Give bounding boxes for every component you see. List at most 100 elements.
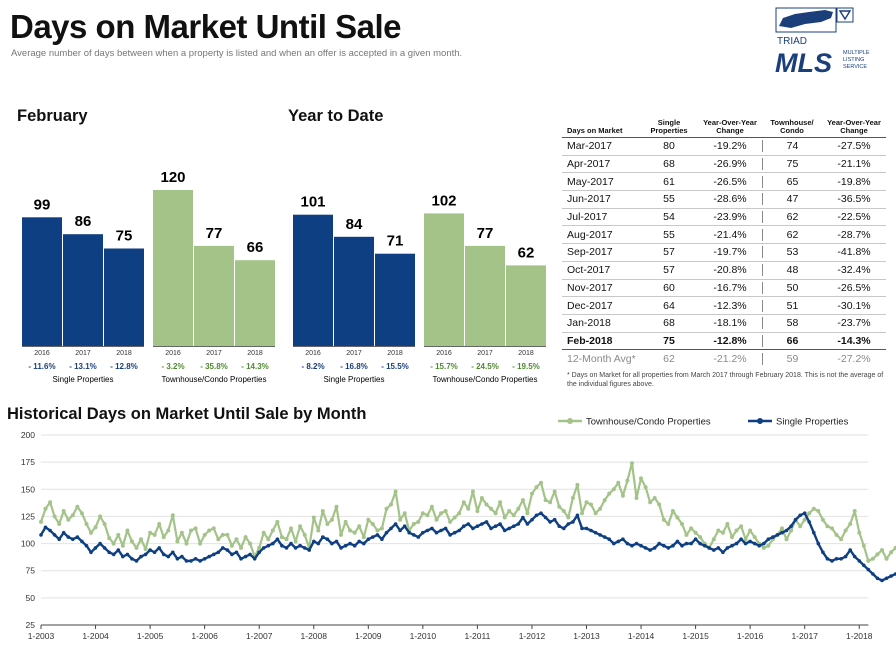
x-tick-label: 1-2013 bbox=[573, 631, 600, 641]
data-point bbox=[407, 530, 412, 535]
data-point bbox=[561, 509, 566, 513]
cell-single-yoy: -19.7% bbox=[713, 246, 747, 259]
data-point bbox=[448, 533, 452, 537]
data-point bbox=[648, 500, 653, 505]
cell-townhouse-yoy: -19.8% bbox=[837, 175, 871, 188]
data-point bbox=[234, 550, 239, 555]
data-point bbox=[261, 546, 266, 550]
data-point bbox=[457, 511, 462, 516]
x-tick-label: 1-2012 bbox=[519, 631, 546, 641]
data-point bbox=[625, 541, 630, 546]
table-row: Aug-2017 55 -21.4% 62 -28.7% bbox=[562, 226, 886, 245]
data-point bbox=[484, 502, 489, 507]
data-point bbox=[48, 500, 53, 505]
data-point bbox=[843, 528, 848, 533]
cell-single-yoy: -26.5% bbox=[713, 175, 747, 188]
data-point bbox=[661, 517, 666, 522]
data-point bbox=[780, 530, 784, 535]
cell-townhouse-yoy: -32.4% bbox=[837, 264, 871, 277]
data-point bbox=[743, 541, 748, 546]
data-point bbox=[812, 530, 816, 535]
data-point bbox=[384, 530, 389, 535]
data-point bbox=[393, 489, 398, 494]
cell-month: Jan-2018 bbox=[567, 317, 611, 330]
data-point bbox=[402, 524, 407, 528]
data-point bbox=[280, 543, 284, 548]
data-point bbox=[393, 522, 398, 526]
data-point bbox=[284, 537, 289, 542]
bar-value-label: 99 bbox=[34, 196, 51, 213]
data-point bbox=[302, 546, 307, 550]
data-point bbox=[520, 498, 525, 503]
data-point bbox=[120, 543, 125, 548]
data-point bbox=[793, 517, 798, 522]
bar-2018 bbox=[375, 253, 415, 346]
x-tick-label: 1-2018 bbox=[846, 631, 873, 641]
cell-townhouse-yoy: -26.5% bbox=[837, 281, 871, 294]
february-heading: February bbox=[17, 107, 88, 125]
data-point bbox=[725, 522, 730, 526]
data-point bbox=[279, 535, 284, 540]
table-row: Oct-2017 57 -20.8% 48 -32.4% bbox=[562, 262, 886, 280]
data-point bbox=[434, 517, 439, 522]
data-point bbox=[616, 480, 621, 485]
bar-value-label: 66 bbox=[247, 239, 264, 256]
data-point bbox=[539, 511, 543, 515]
data-point bbox=[734, 541, 739, 546]
data-point bbox=[125, 552, 130, 557]
bar-2018 bbox=[506, 265, 546, 346]
data-point bbox=[775, 533, 780, 537]
data-point bbox=[834, 557, 839, 561]
data-point bbox=[784, 537, 789, 542]
data-point bbox=[543, 498, 548, 503]
cell-month: Jun-2017 bbox=[567, 193, 611, 206]
data-point bbox=[343, 519, 348, 524]
data-point bbox=[398, 517, 403, 522]
data-point bbox=[439, 528, 443, 533]
group-label: Townhouse/Condo Properties bbox=[433, 375, 538, 384]
data-point bbox=[384, 506, 389, 511]
historical-line-chart: 25 50 75 100 125 150 175 200 1-2003 1-2004 1-2005 1… bbox=[21, 417, 896, 641]
data-point bbox=[525, 511, 530, 516]
yoy-change-label: - 19.5% bbox=[512, 362, 540, 371]
data-point bbox=[634, 541, 639, 546]
yoy-change-label: - 15.7% bbox=[430, 362, 458, 371]
data-point bbox=[143, 547, 148, 551]
data-point bbox=[348, 528, 353, 533]
data-point bbox=[43, 506, 48, 511]
data-point bbox=[289, 526, 293, 531]
data-point bbox=[702, 543, 707, 548]
data-point bbox=[893, 545, 896, 550]
cell-single-yoy: -16.7% bbox=[713, 281, 747, 294]
data-point bbox=[89, 530, 93, 535]
data-point bbox=[93, 525, 98, 530]
data-point bbox=[339, 546, 343, 550]
data-point bbox=[71, 537, 75, 541]
bar-value-label: 62 bbox=[518, 244, 535, 261]
data-point bbox=[884, 576, 889, 581]
data-point bbox=[348, 541, 352, 546]
data-point bbox=[866, 558, 871, 563]
data-point bbox=[284, 546, 289, 550]
data-point bbox=[243, 535, 248, 540]
data-point bbox=[671, 543, 675, 548]
data-point bbox=[662, 543, 666, 548]
data-point bbox=[184, 559, 189, 563]
cell-single-yoy: -23.9% bbox=[713, 211, 747, 224]
data-point bbox=[680, 543, 684, 548]
bar-2018 bbox=[104, 248, 144, 346]
data-point bbox=[743, 537, 748, 542]
data-point bbox=[57, 537, 61, 541]
data-point bbox=[379, 526, 384, 531]
data-point bbox=[357, 539, 362, 544]
bar-2018 bbox=[235, 260, 275, 346]
data-point bbox=[352, 543, 357, 548]
cell-month: May-2017 bbox=[567, 175, 614, 188]
data-point bbox=[243, 554, 248, 559]
data-point bbox=[716, 546, 721, 550]
cell-single: 57 bbox=[663, 246, 675, 259]
data-point bbox=[75, 535, 80, 539]
logo-top-text: TRIAD bbox=[777, 36, 807, 47]
table-row: Jan-2018 68 -18.1% 58 -23.7% bbox=[562, 315, 886, 333]
data-point bbox=[839, 537, 844, 542]
